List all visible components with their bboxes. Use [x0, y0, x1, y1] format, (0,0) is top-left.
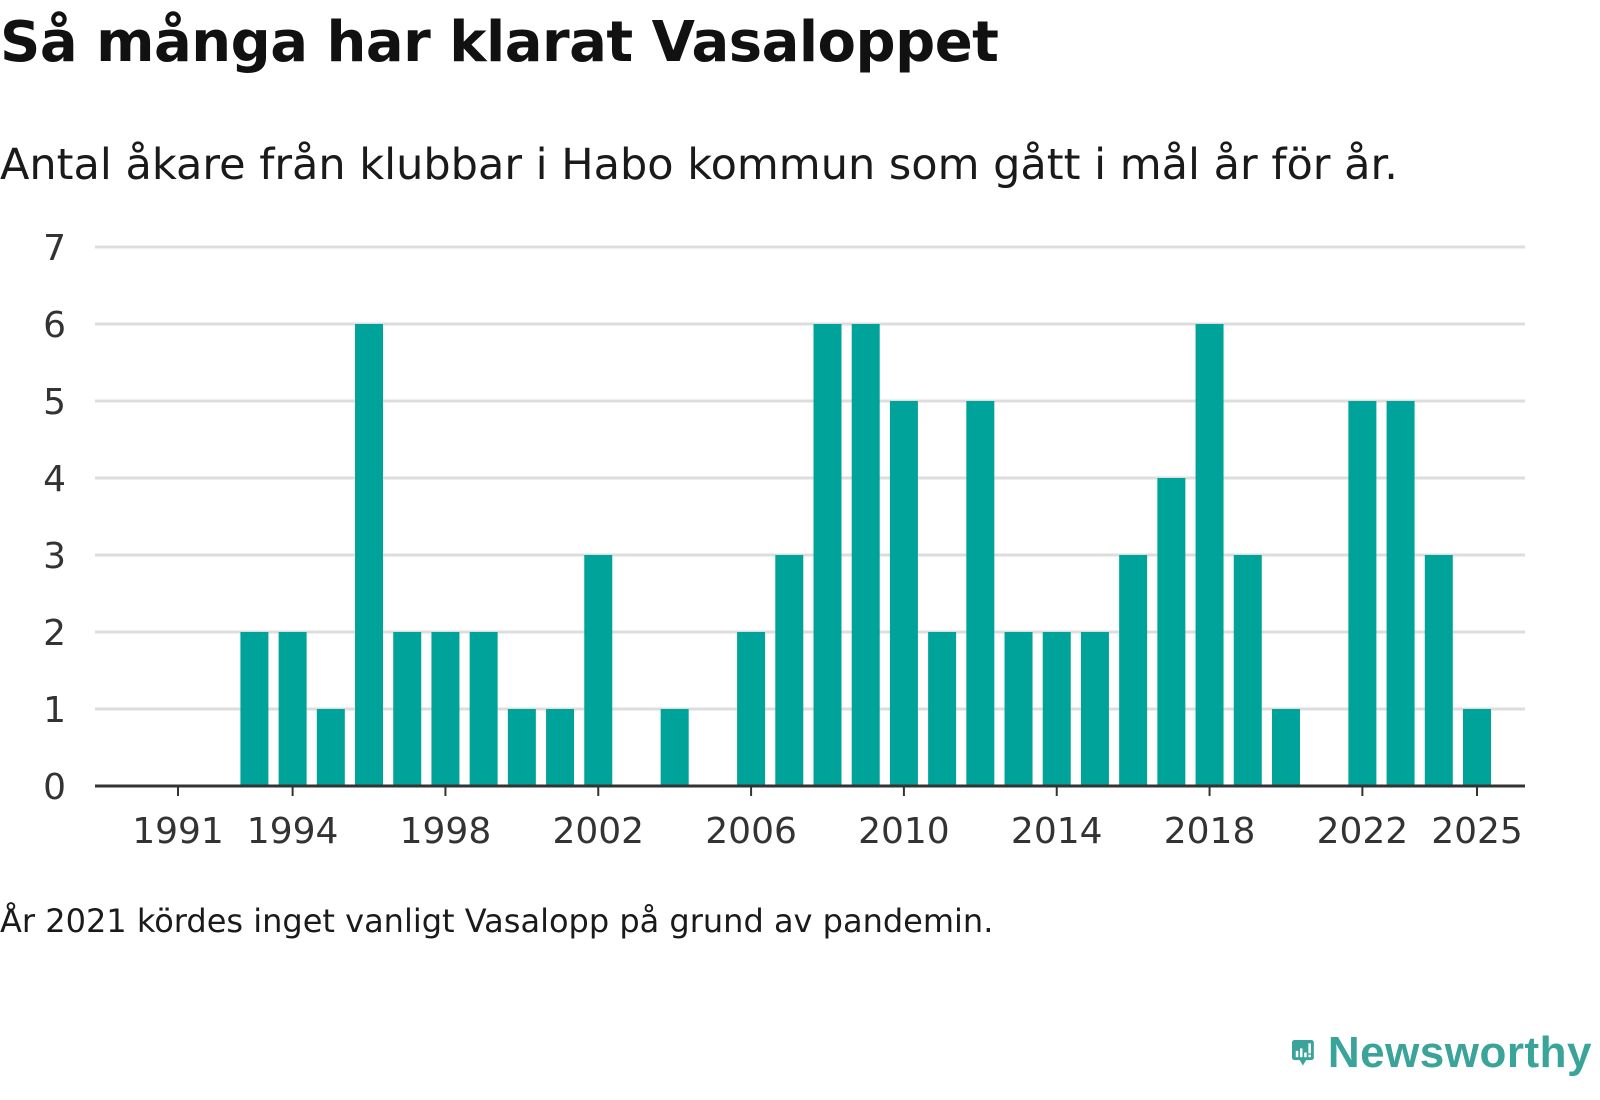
bar-2013 [1004, 632, 1033, 786]
bars [240, 324, 1491, 786]
bar-2018 [1195, 324, 1224, 786]
x-tick-label: 1994 [247, 811, 339, 852]
bar-chart: 0 1 2 3 4 5 6 7 1991 1994 1998 2002 2006 2010 2014 201… [43, 228, 1525, 852]
bar-2010 [889, 401, 918, 786]
bar-2008 [813, 324, 842, 786]
bar-2015 [1080, 632, 1109, 786]
bar-2023 [1386, 401, 1415, 786]
x-tick-label: 2002 [552, 811, 644, 852]
x-tick-label: 2018 [1164, 811, 1256, 852]
bar-2012 [966, 401, 995, 786]
x-tick-label: 2025 [1431, 811, 1523, 852]
y-tick-label: 3 [43, 536, 66, 577]
x-tick-label: 2006 [705, 811, 797, 852]
bar-2019 [1233, 555, 1262, 786]
newsworthy-logo[interactable]: Newsworthy [1292, 1018, 1592, 1088]
bar-1994 [278, 632, 307, 786]
x-tick-label: 2014 [1011, 811, 1103, 852]
x-tick-label: 2010 [858, 811, 950, 852]
y-tick-label: 0 [43, 767, 66, 808]
gridlines [95, 245, 1525, 711]
bar-2007 [775, 555, 804, 786]
y-tick-label: 5 [43, 382, 66, 423]
bar-1993 [240, 632, 269, 786]
x-axis [95, 784, 1525, 796]
x-tick-label: 2022 [1317, 811, 1409, 852]
bar-1999 [469, 632, 498, 786]
bar-1995 [316, 709, 345, 786]
chart-title: Så många har klarat Vasaloppet [0, 10, 999, 75]
bar-2024 [1424, 555, 1453, 786]
x-axis-labels: 1991 1994 1998 2002 2006 2010 2014 2018 2022 2025 [132, 811, 1523, 852]
bar-1996 [355, 324, 384, 786]
bar-2001 [546, 709, 575, 786]
y-axis-labels: 0 1 2 3 4 5 6 7 [43, 228, 66, 808]
x-tick-label: 1991 [132, 811, 224, 852]
bar-2006 [737, 632, 766, 786]
bar-2020 [1271, 709, 1300, 786]
bar-1997 [393, 632, 422, 786]
y-tick-label: 6 [43, 305, 66, 346]
y-tick-label: 7 [43, 228, 66, 269]
y-tick-label: 4 [43, 459, 66, 500]
bar-2016 [1119, 555, 1148, 786]
bar-1998 [431, 632, 460, 786]
bar-2011 [928, 632, 957, 786]
x-tick-label: 1998 [400, 811, 492, 852]
bar-2000 [507, 709, 536, 786]
bar-2002 [584, 555, 613, 786]
y-tick-label: 2 [43, 613, 66, 654]
footnote: År 2021 kördes inget vanligt Vasalopp på… [0, 902, 994, 940]
brand-name: Newsworthy [1327, 1028, 1592, 1077]
bar-2017 [1157, 478, 1186, 786]
chart-subtitle: Antal åkare från klubbar i Habo kommun s… [0, 140, 1398, 190]
bar-2022 [1348, 401, 1377, 786]
bar-2004 [660, 709, 689, 786]
bar-2025 [1463, 709, 1491, 786]
newsworthy-logo-icon [1292, 1039, 1314, 1066]
y-tick-label: 1 [43, 690, 66, 731]
bar-2009 [851, 324, 880, 786]
bar-2014 [1042, 632, 1071, 786]
